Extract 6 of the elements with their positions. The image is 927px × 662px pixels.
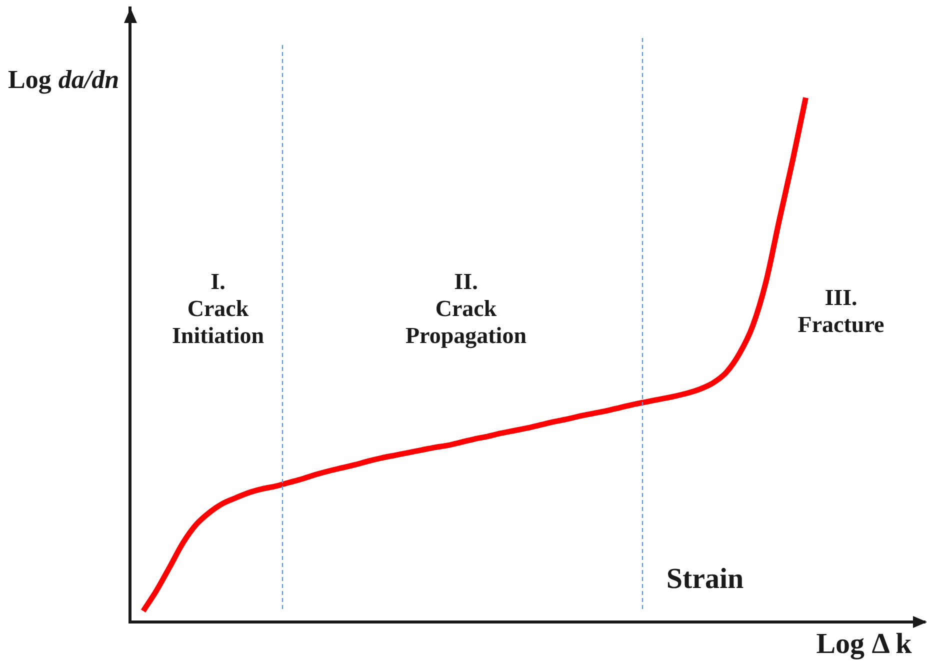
annotation: I. Crack Initiation: [172, 268, 264, 349]
annotation: Strain: [666, 563, 744, 595]
y-axis-title: Log da/dn: [8, 65, 120, 94]
annotation: III. Fracture: [798, 284, 884, 338]
annotation: II. Crack Propagation: [406, 268, 526, 349]
x-axis-title: Log Δ k: [816, 628, 912, 660]
